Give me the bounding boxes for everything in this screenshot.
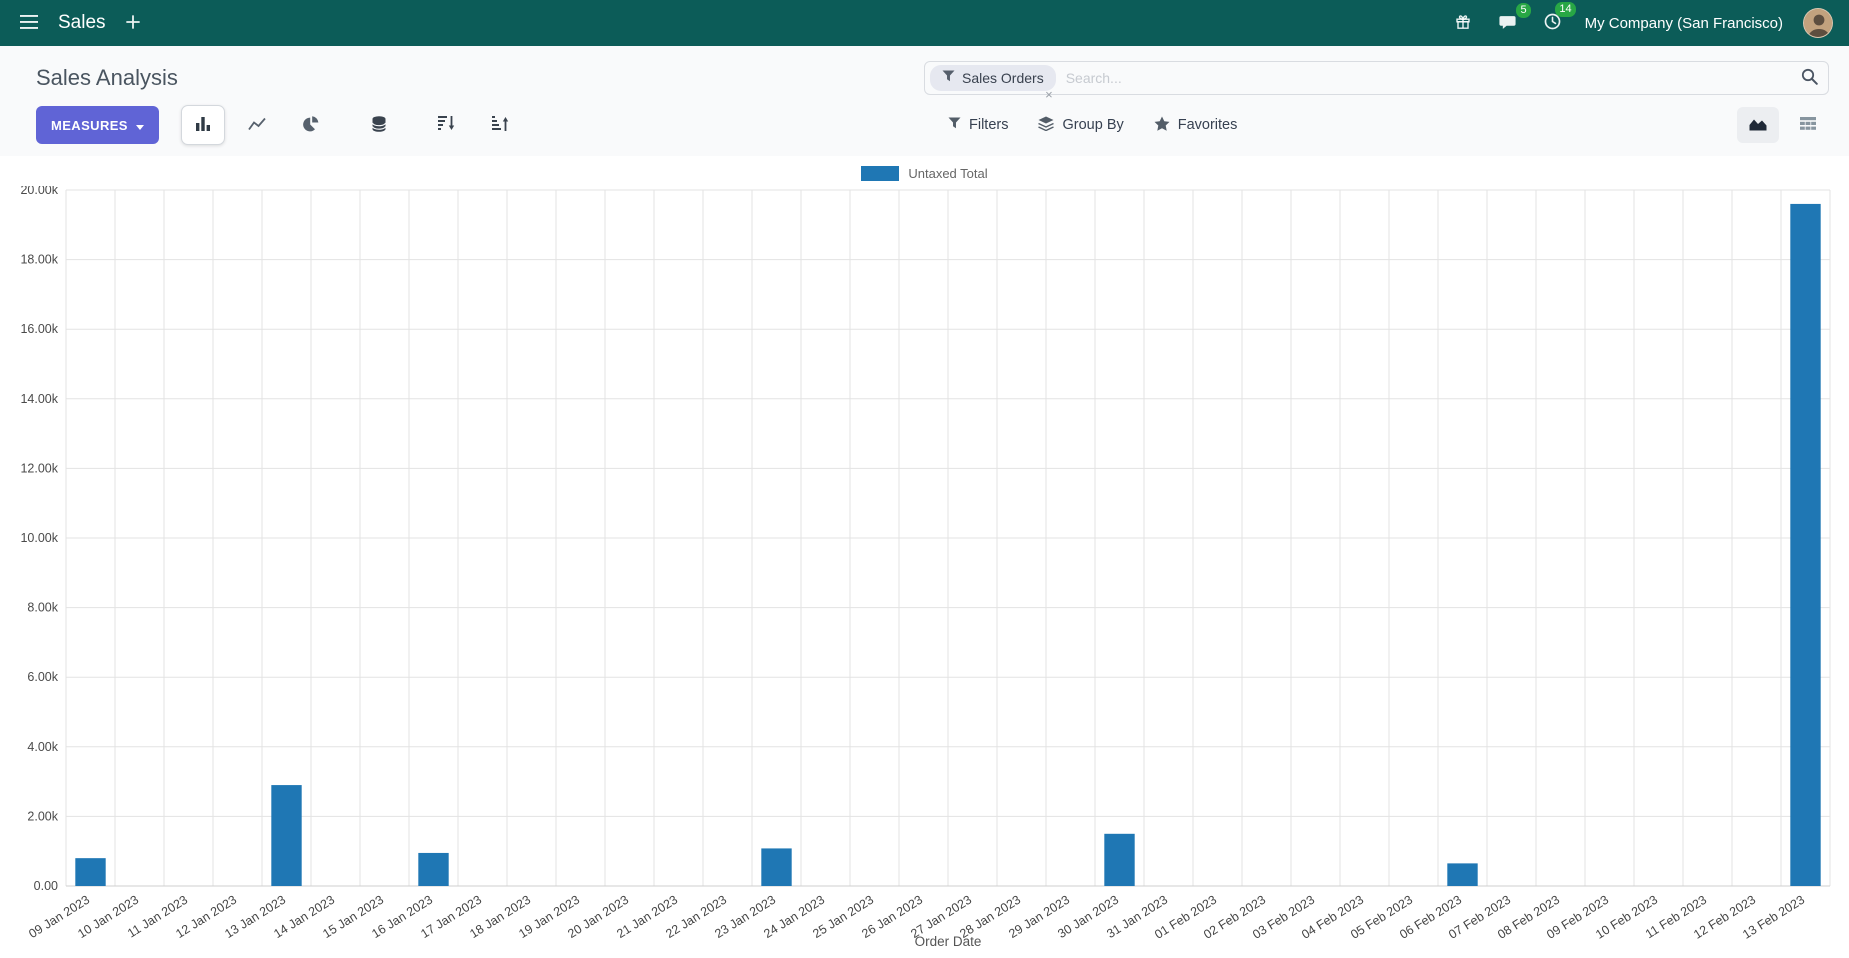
- favorites-button[interactable]: Favorites: [1154, 116, 1238, 135]
- search-button[interactable]: [1801, 68, 1818, 88]
- sort-ascending-icon: [492, 116, 509, 134]
- clock-icon: [1544, 13, 1561, 33]
- sort-ascending-button[interactable]: [479, 105, 523, 145]
- sort-descending-icon: [438, 116, 455, 134]
- svg-text:0.00: 0.00: [34, 879, 58, 893]
- app-name[interactable]: Sales: [58, 12, 106, 33]
- bar-chart-view-button[interactable]: [180, 105, 225, 145]
- svg-text:10.00k: 10.00k: [20, 531, 58, 545]
- bar-09 Jan 2023[interactable]: [75, 858, 106, 886]
- bar-06 Feb 2023[interactable]: [1447, 863, 1478, 886]
- hamburger-icon: [20, 14, 38, 32]
- svg-text:4.00k: 4.00k: [27, 740, 58, 754]
- sales-analysis-chart: 0.00 2.00k 4.00k 6.00k 8.00k 10.00k 12.00k 14.0…: [20, 186, 1831, 949]
- svg-text:12.00k: 12.00k: [20, 461, 58, 475]
- area-chart-icon: [1749, 116, 1767, 134]
- chart-legend: Untaxed Total: [0, 160, 1849, 186]
- line-chart-icon: [248, 117, 266, 134]
- search-bar: Sales Orders ×: [924, 61, 1829, 101]
- bar-13 Feb 2023[interactable]: [1790, 203, 1821, 887]
- filters-button[interactable]: Filters: [948, 117, 1008, 133]
- page-title: Sales Analysis: [36, 65, 178, 90]
- database-icon: [371, 115, 386, 135]
- bar-30 Jan 2023[interactable]: [1104, 833, 1135, 886]
- activities-button[interactable]: 14: [1540, 2, 1576, 37]
- search-input[interactable]: [1065, 70, 1801, 86]
- apps-menu-button[interactable]: [16, 11, 42, 36]
- svg-text:2.00k: 2.00k: [27, 809, 58, 823]
- avatar-icon: [1804, 9, 1832, 37]
- systray-gift-button[interactable]: [1451, 10, 1475, 37]
- stacked-toggle-button[interactable]: [357, 105, 401, 145]
- bar-13 Jan 2023[interactable]: [271, 785, 302, 886]
- star-icon: [1154, 116, 1170, 135]
- favorites-label: Favorites: [1177, 117, 1238, 133]
- group-by-button[interactable]: Group By: [1038, 116, 1124, 135]
- facet-label: Sales Orders: [962, 70, 1044, 86]
- plus-icon: [125, 14, 140, 32]
- activities-badge: 14: [1555, 2, 1576, 17]
- filter-icon: [942, 69, 955, 87]
- bar-16 Jan 2023[interactable]: [418, 852, 449, 886]
- pie-chart-icon: [303, 115, 319, 135]
- filters-label: Filters: [969, 117, 1009, 133]
- line-chart-view-button[interactable]: [235, 105, 279, 145]
- svg-text:20.00k: 20.00k: [20, 186, 58, 197]
- control-panel: Sales Analysis Sales Orders × MEASURES: [0, 46, 1849, 156]
- company-switcher[interactable]: My Company (San Francisco): [1584, 14, 1783, 32]
- filter-icon: [948, 117, 961, 133]
- svg-text:16.00k: 16.00k: [20, 322, 58, 336]
- sort-descending-button[interactable]: [425, 105, 469, 145]
- pivot-view-switch-button[interactable]: [1787, 107, 1829, 143]
- group-by-label: Group By: [1062, 117, 1124, 133]
- messages-button[interactable]: 5: [1495, 2, 1531, 37]
- view-switcher: [1737, 107, 1829, 143]
- user-menu-button[interactable]: [1803, 8, 1833, 38]
- svg-text:6.00k: 6.00k: [27, 670, 58, 684]
- layers-icon: [1038, 116, 1055, 135]
- bar-23 Jan 2023[interactable]: [761, 848, 792, 886]
- chart-area: Untaxed Total 0.00 2.00k 4.00k 6.00k 8.00k 10…: [0, 160, 1849, 958]
- svg-text:Order Date: Order Date: [915, 934, 982, 949]
- messages-badge: 5: [1516, 2, 1531, 18]
- bar-chart-icon: [195, 116, 211, 134]
- graph-view-switch-button[interactable]: [1737, 107, 1779, 143]
- caret-down-icon: [135, 118, 144, 133]
- pie-chart-view-button[interactable]: [289, 105, 333, 145]
- search-dropdowns: Filters Group By Favorites: [948, 116, 1237, 135]
- pivot-table-icon: [1800, 116, 1816, 134]
- svg-text:14.00k: 14.00k: [20, 392, 58, 406]
- measures-button[interactable]: MEASURES: [36, 106, 159, 144]
- facet-remove-button[interactable]: ×: [1045, 87, 1053, 102]
- chat-icon: [1499, 14, 1516, 33]
- svg-text:18.00k: 18.00k: [20, 253, 58, 267]
- top-navbar: Sales 5 14 My C: [0, 0, 1849, 46]
- search-icon: [1801, 68, 1818, 88]
- measures-label: MEASURES: [51, 117, 128, 133]
- legend-swatch: [861, 165, 900, 181]
- gift-icon: [1455, 14, 1471, 33]
- svg-text:8.00k: 8.00k: [27, 601, 58, 615]
- legend-label: Untaxed Total: [908, 165, 988, 181]
- search-facet[interactable]: Sales Orders ×: [930, 65, 1056, 101]
- plus-button[interactable]: [122, 11, 144, 36]
